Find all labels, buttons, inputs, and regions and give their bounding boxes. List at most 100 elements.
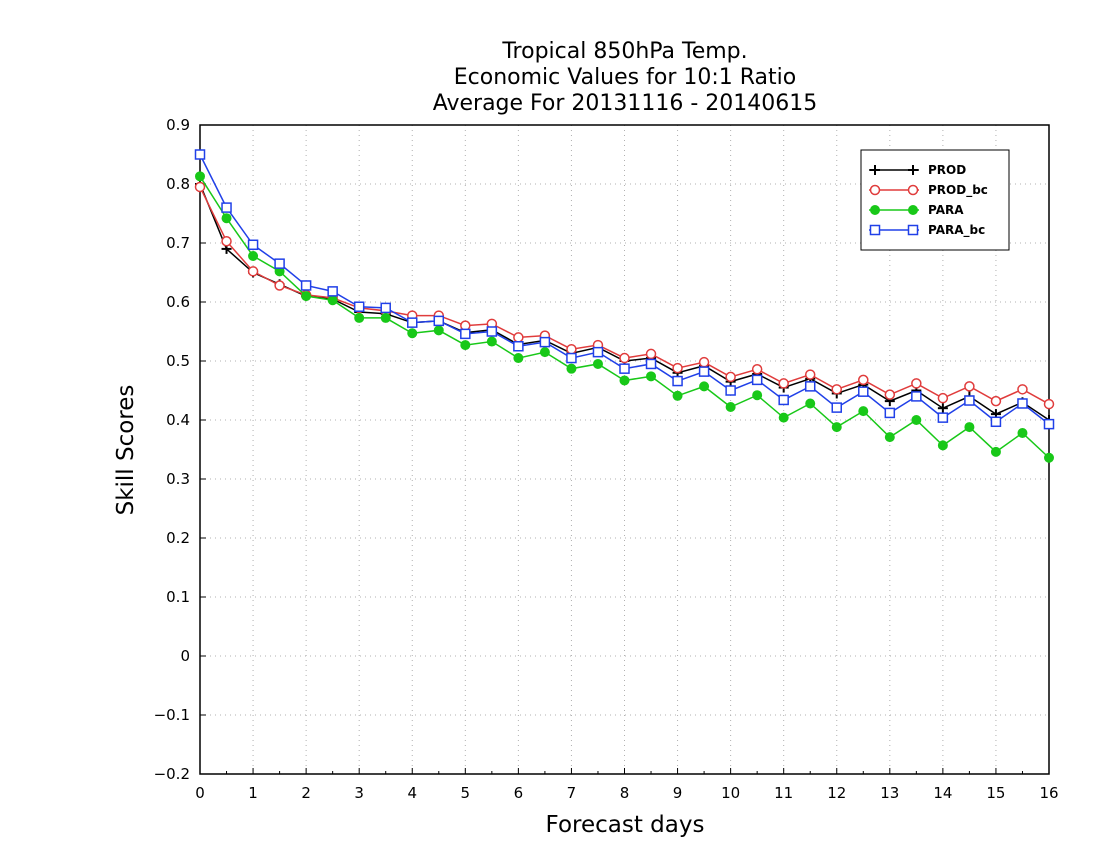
data-point-para-bc bbox=[380, 302, 391, 314]
data-point-para bbox=[380, 312, 391, 323]
data-point-para bbox=[301, 291, 312, 302]
legend-item-para-bc: PARA_bc bbox=[869, 223, 985, 238]
data-point-para bbox=[937, 440, 948, 451]
data-point-prod-bc bbox=[804, 369, 816, 380]
legend-item-prod-bc: PROD_bc bbox=[869, 183, 988, 198]
data-point-para bbox=[911, 415, 922, 425]
x-tick-label: 8 bbox=[620, 784, 630, 802]
data-point-para-bc bbox=[990, 416, 1002, 428]
x-tick-label: 1 bbox=[248, 784, 258, 802]
legend-label: PARA bbox=[928, 203, 964, 217]
data-point-prod-bc bbox=[964, 381, 975, 392]
data-point-para bbox=[460, 340, 471, 351]
data-point-para bbox=[858, 406, 869, 417]
data-point-para-bc bbox=[539, 336, 551, 348]
data-point-para bbox=[619, 375, 630, 386]
x-tick-label: 6 bbox=[514, 784, 524, 802]
chart-title: Tropical 850hPa Temp. Economic Values fo… bbox=[433, 39, 818, 116]
data-point-para-bc bbox=[566, 352, 577, 364]
data-point-prod-bc bbox=[513, 332, 524, 343]
legend-label: PROD_bc bbox=[928, 183, 988, 198]
data-point-para-bc bbox=[194, 149, 206, 160]
x-tick-label: 14 bbox=[933, 784, 952, 802]
chart-title-line-3: Average For 20131116 - 20140615 bbox=[433, 91, 818, 116]
data-series bbox=[194, 149, 1055, 463]
data-point-para-bc bbox=[964, 395, 975, 406]
x-tick-label: 3 bbox=[354, 784, 364, 802]
y-tick-label: −0.1 bbox=[154, 706, 190, 724]
y-tick-label: 0 bbox=[180, 647, 190, 665]
data-point-prod-bc bbox=[619, 352, 630, 364]
data-point-para-bc bbox=[645, 358, 657, 370]
data-point-para bbox=[725, 402, 736, 413]
data-point-para-bc bbox=[221, 202, 232, 213]
x-tick-label: 11 bbox=[774, 784, 793, 802]
y-tick-label: 0.5 bbox=[166, 352, 190, 370]
data-point-para bbox=[964, 422, 975, 433]
legend-label: PARA_bc bbox=[928, 223, 985, 238]
y-tick-label: −0.2 bbox=[154, 765, 190, 783]
data-point-para bbox=[354, 312, 365, 323]
data-point-para-bc bbox=[725, 385, 736, 396]
chart-title-line-2: Economic Values for 10:1 Ratio bbox=[454, 65, 796, 90]
legend-marker bbox=[869, 184, 881, 196]
legend-marker bbox=[869, 224, 881, 236]
data-point-para-bc bbox=[804, 381, 816, 392]
y-axis-label: Skill Scores bbox=[113, 385, 139, 516]
data-point-para-bc bbox=[937, 412, 949, 423]
data-point-prod-bc bbox=[858, 374, 869, 386]
legend-marker bbox=[908, 165, 918, 175]
data-point-prod-bc bbox=[990, 395, 1002, 407]
legend-marker bbox=[907, 224, 919, 236]
data-point-para-bc bbox=[353, 301, 365, 312]
data-point-para-bc bbox=[300, 280, 312, 291]
data-point-para-bc bbox=[486, 326, 498, 337]
data-point-para-bc bbox=[592, 346, 604, 358]
data-point-para-bc bbox=[1043, 418, 1055, 430]
chart-title-line-1: Tropical 850hPa Temp. bbox=[501, 39, 747, 64]
data-point-para bbox=[778, 412, 789, 423]
data-point-prod-bc bbox=[831, 384, 842, 395]
x-tick-label: 2 bbox=[301, 784, 311, 802]
data-point-para bbox=[407, 328, 418, 339]
x-tick-label: 4 bbox=[407, 784, 417, 802]
legend-item-para: PARA bbox=[869, 203, 964, 217]
data-point-para bbox=[327, 295, 338, 306]
x-tick-label: 13 bbox=[880, 784, 899, 802]
y-tick-label: 0.8 bbox=[166, 175, 190, 193]
data-point-para-bc bbox=[433, 315, 445, 327]
data-point-para-bc bbox=[751, 374, 763, 386]
data-point-para bbox=[539, 347, 550, 358]
gridlines bbox=[200, 125, 1049, 774]
data-point-prod-bc bbox=[1043, 398, 1055, 410]
x-tick-label: 9 bbox=[673, 784, 683, 802]
data-point-para bbox=[831, 422, 842, 433]
data-point-para bbox=[805, 398, 816, 409]
data-point-para bbox=[566, 363, 577, 374]
data-point-prod bbox=[937, 403, 948, 414]
data-point-prod-bc bbox=[725, 371, 736, 383]
data-point-prod-bc bbox=[566, 343, 577, 355]
data-point-para-bc bbox=[274, 258, 285, 269]
data-point-para-bc bbox=[911, 391, 922, 402]
data-point-para-bc bbox=[247, 239, 259, 251]
data-point-para bbox=[221, 213, 232, 224]
data-point-para-bc bbox=[327, 286, 338, 297]
legend: PROD PROD_bc PARA PARA_bc bbox=[860, 149, 1010, 251]
data-point-para-bc bbox=[619, 363, 630, 374]
y-tick-label: 0.1 bbox=[166, 588, 190, 606]
series-para-bc bbox=[194, 149, 1055, 430]
data-point-prod-bc bbox=[672, 362, 683, 374]
data-point-para bbox=[248, 250, 259, 261]
data-point-prod-bc bbox=[221, 235, 232, 247]
data-point-prod-bc bbox=[778, 378, 789, 389]
series-para bbox=[195, 171, 1054, 463]
data-point-prod-bc bbox=[274, 280, 285, 291]
data-point-para bbox=[646, 371, 657, 382]
x-axis-ticks: 0 1 2 3 4 5 6 7 8 9 10 11 12 13 14 15 16 bbox=[195, 768, 1059, 802]
x-tick-label: 10 bbox=[721, 784, 740, 802]
y-tick-label: 0.7 bbox=[166, 234, 190, 252]
legend-marker bbox=[908, 205, 918, 215]
data-point-para-bc bbox=[1017, 398, 1028, 409]
